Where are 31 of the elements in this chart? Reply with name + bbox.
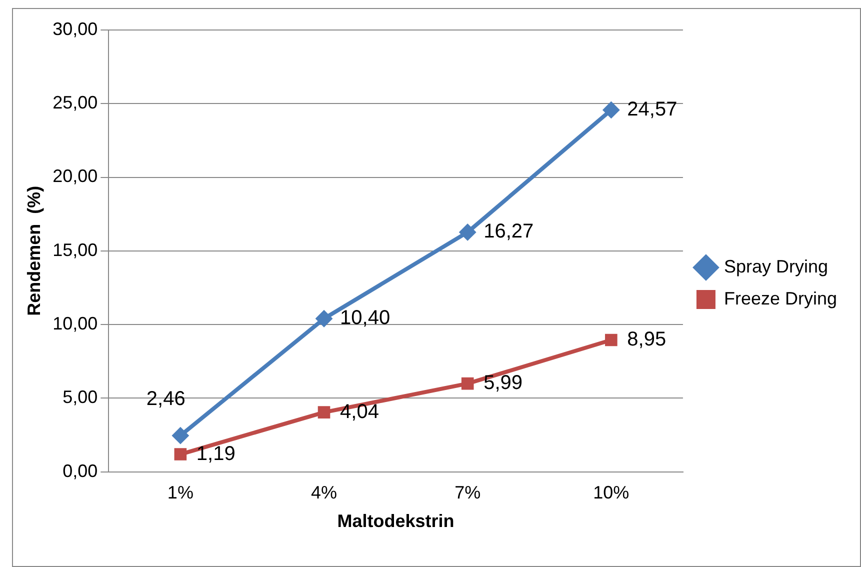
point xyxy=(605,334,618,346)
point xyxy=(174,448,187,460)
data-label: 10,40 xyxy=(340,307,390,330)
y-tick-label: 25,00 xyxy=(52,92,98,113)
x-tick-label: 7% xyxy=(454,482,481,503)
data-label: 2,46 xyxy=(146,388,186,410)
x-axis-title: Maltodekstrin xyxy=(337,511,454,532)
y-tick-label: 15,00 xyxy=(52,240,98,260)
data-label: 1,19 xyxy=(196,442,236,465)
x-tick-label: 4% xyxy=(311,482,338,503)
y-axis-title: Rendemen (%) xyxy=(24,186,44,316)
y-tick-label: 0,00 xyxy=(62,460,98,481)
point xyxy=(602,101,620,118)
point xyxy=(459,224,476,241)
legend-label: Freeze Drying xyxy=(724,288,838,308)
y-tick-label: 20,00 xyxy=(52,166,98,186)
y-tick-label: 10,00 xyxy=(52,314,98,334)
point xyxy=(461,377,474,390)
data-label: 24,57 xyxy=(627,98,678,120)
legend-label: Spray Drying xyxy=(724,256,828,276)
x-tick-label: 10% xyxy=(593,482,630,503)
data-label: 16,27 xyxy=(484,220,534,243)
point xyxy=(318,406,330,418)
data-label: 4,04 xyxy=(340,400,379,423)
x-tick-label: 1% xyxy=(167,482,194,503)
y-tick-label: 5,00 xyxy=(62,387,98,408)
data-label: 5,99 xyxy=(484,372,523,394)
y-tick-label: 30,00 xyxy=(52,18,98,39)
point xyxy=(172,427,189,444)
point xyxy=(316,310,333,328)
data-label: 8,95 xyxy=(627,328,666,351)
